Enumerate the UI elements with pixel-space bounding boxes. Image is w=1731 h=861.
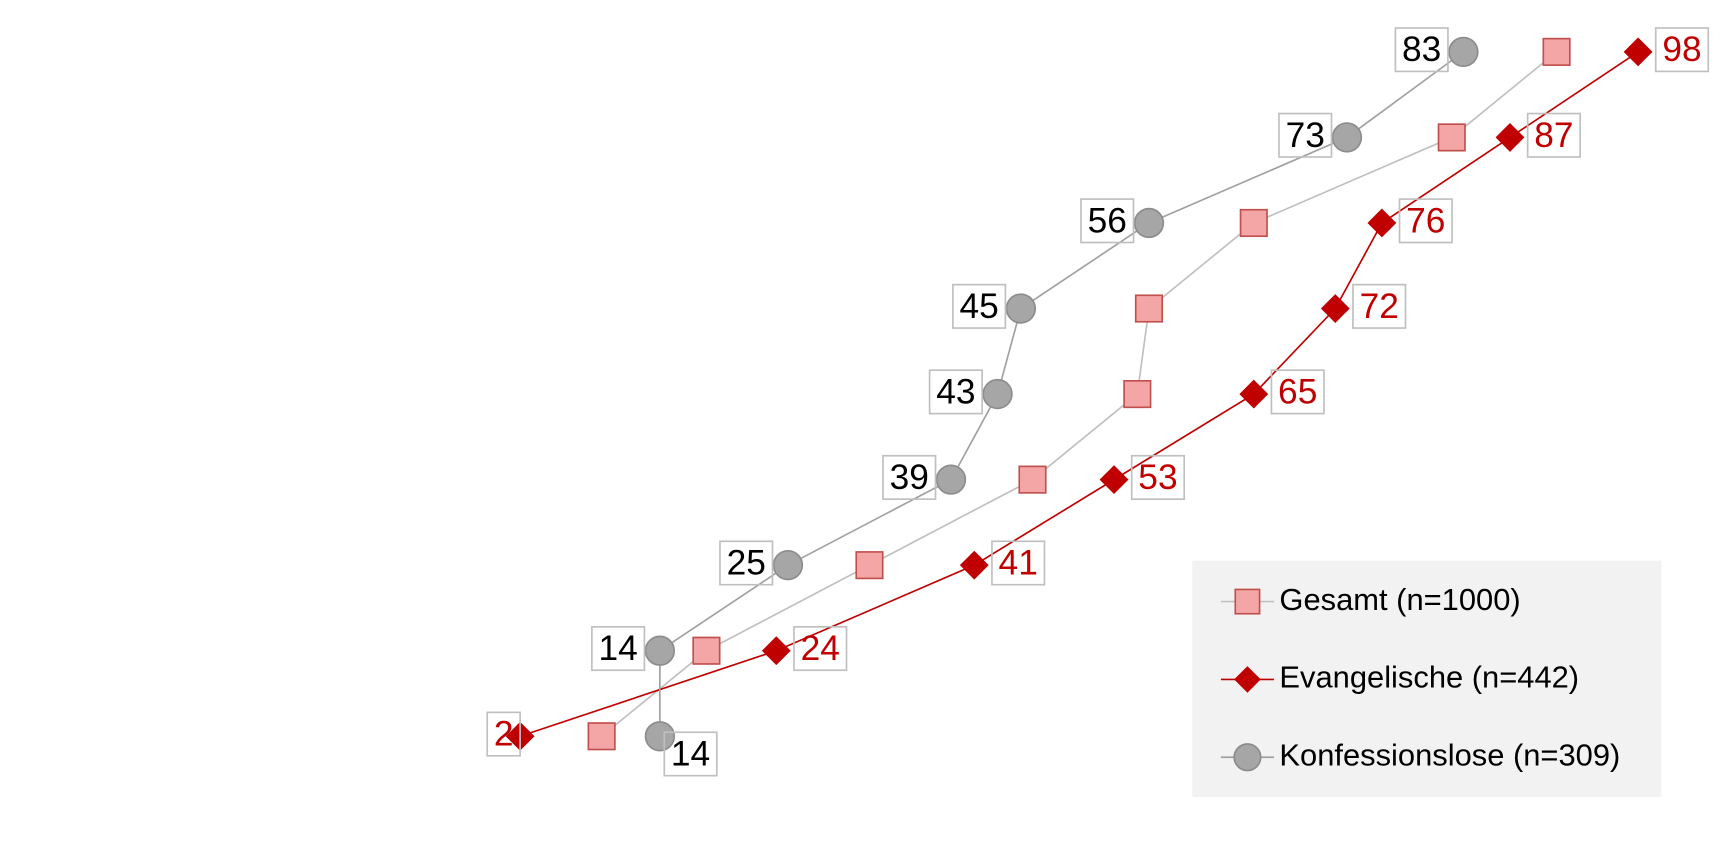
- marker-circle: [644, 721, 676, 752]
- data-label-box: [719, 540, 774, 586]
- data-label-box: [928, 369, 983, 415]
- data-label: 83: [1402, 30, 1441, 69]
- data-label: 98: [1662, 30, 1701, 69]
- data-label: 65: [1278, 372, 1317, 411]
- data-label-box: [1398, 198, 1453, 244]
- marker-square: [1234, 588, 1261, 615]
- marker-diamond: [1623, 37, 1653, 67]
- marker-diamond: [1234, 666, 1261, 693]
- data-label: 72: [1360, 287, 1399, 326]
- legend-label: Evangelische (n=442): [1279, 660, 1579, 695]
- marker-square: [1123, 379, 1152, 409]
- data-label-box: [952, 283, 1007, 329]
- marker-diamond: [761, 636, 791, 666]
- marker-circle: [1005, 293, 1037, 324]
- data-label: 45: [960, 287, 999, 326]
- marker-square: [855, 551, 884, 580]
- data-label-box: [663, 731, 718, 777]
- data-label: 76: [1406, 201, 1445, 240]
- data-label-box: [882, 454, 937, 500]
- marker-circle: [1448, 36, 1479, 68]
- marker-circle: [772, 549, 804, 581]
- data-label-box: [1526, 112, 1581, 158]
- data-label-box: [1352, 283, 1407, 329]
- marker-square: [587, 722, 616, 751]
- data-label-box: [1654, 27, 1710, 73]
- marker-square: [1018, 465, 1047, 494]
- marker-square: [1437, 123, 1466, 152]
- marker-circle: [1133, 207, 1165, 239]
- data-label-box: [1278, 112, 1333, 158]
- marker-circle: [935, 464, 967, 495]
- data-label: 39: [890, 458, 929, 497]
- marker-square: [1134, 294, 1164, 323]
- marker-diamond: [1239, 379, 1269, 409]
- marker-circle: [1233, 743, 1262, 772]
- marker-diamond: [1495, 123, 1525, 152]
- data-label: 53: [1138, 458, 1177, 497]
- marker-square: [1542, 37, 1571, 66]
- data-label: 14: [671, 734, 710, 773]
- marker-diamond: [1320, 294, 1350, 323]
- data-label-box: [1130, 454, 1186, 500]
- marker-square: [692, 636, 721, 665]
- data-label: 43: [936, 372, 975, 411]
- marker-diamond: [1367, 208, 1397, 238]
- marker-diamond: [1099, 465, 1129, 495]
- data-label-box: [793, 626, 848, 672]
- data-label: 41: [999, 543, 1038, 582]
- data-label-box: [486, 711, 521, 757]
- marker-circle: [1331, 122, 1363, 153]
- data-label: 14: [598, 629, 637, 668]
- data-label: 56: [1088, 201, 1127, 240]
- data-label: 87: [1534, 116, 1573, 155]
- data-label-box: [1080, 198, 1135, 244]
- data-label: 25: [727, 543, 766, 582]
- data-label-box: [591, 626, 646, 672]
- data-label: 73: [1286, 116, 1325, 155]
- marker-diamond: [959, 550, 989, 580]
- data-label: 2: [494, 715, 514, 754]
- legend-label: Konfessionslose (n=309): [1279, 737, 1620, 772]
- data-label-box: [1270, 369, 1325, 415]
- data-label-box: [1394, 27, 1449, 73]
- marker-circle: [644, 635, 676, 666]
- data-label-box: [991, 540, 1046, 586]
- data-label: 24: [801, 629, 840, 668]
- legend-label: Gesamt (n=1000): [1279, 582, 1520, 617]
- marker-square: [1239, 208, 1268, 238]
- marker-circle: [982, 378, 1013, 410]
